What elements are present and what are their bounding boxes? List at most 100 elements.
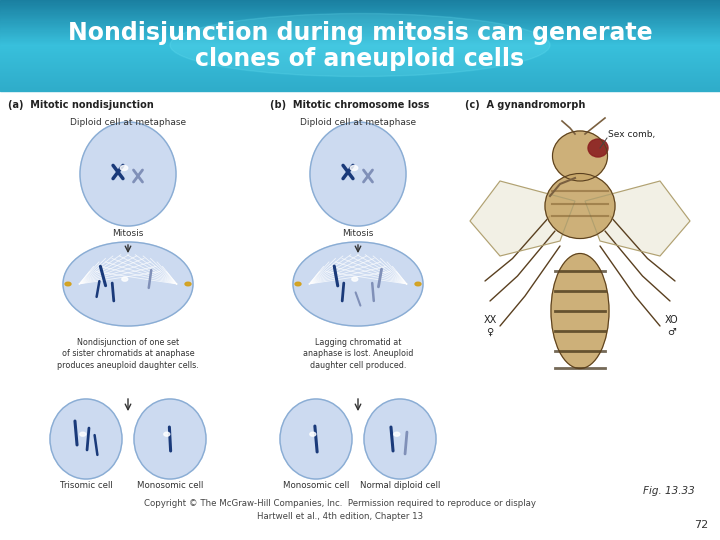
Ellipse shape — [280, 399, 352, 479]
Ellipse shape — [185, 282, 191, 286]
Bar — [0, 49, 720, 50]
Text: XO
♂: XO ♂ — [665, 315, 679, 337]
Bar — [0, 54, 720, 56]
Bar — [0, 17, 720, 18]
Bar — [0, 52, 720, 53]
Bar — [0, 35, 720, 37]
Text: (c)  A gynandromorph: (c) A gynandromorph — [465, 100, 585, 110]
Ellipse shape — [551, 253, 609, 368]
Text: Diploid cell at metaphase: Diploid cell at metaphase — [70, 118, 186, 127]
Polygon shape — [470, 181, 575, 256]
Text: Mitosis: Mitosis — [342, 230, 374, 239]
Ellipse shape — [164, 432, 170, 436]
Bar — [0, 39, 720, 41]
Bar — [0, 15, 720, 16]
Bar — [0, 53, 720, 55]
Text: Sex comb,: Sex comb, — [608, 130, 655, 138]
Bar — [0, 28, 720, 30]
Ellipse shape — [295, 282, 301, 286]
Bar — [0, 69, 720, 70]
Ellipse shape — [310, 122, 406, 226]
Bar — [0, 82, 720, 84]
Bar — [0, 10, 720, 12]
Ellipse shape — [80, 432, 86, 436]
Bar — [0, 80, 720, 82]
Bar — [0, 77, 720, 78]
Text: Monosomic cell: Monosomic cell — [137, 481, 203, 490]
Bar — [0, 45, 720, 46]
Bar — [0, 84, 720, 86]
Bar — [0, 89, 720, 91]
Bar — [0, 76, 720, 77]
Ellipse shape — [350, 165, 358, 171]
Bar — [0, 14, 720, 15]
Text: Fig. 13.33: Fig. 13.33 — [643, 486, 695, 496]
Bar — [0, 70, 720, 71]
Bar — [0, 16, 720, 17]
Bar — [0, 73, 720, 75]
Bar — [0, 83, 720, 85]
Bar — [0, 6, 720, 9]
Ellipse shape — [80, 122, 176, 226]
Text: Monosomic cell: Monosomic cell — [283, 481, 349, 490]
Ellipse shape — [122, 277, 128, 281]
Text: Copyright © The McGraw-Hill Companies, Inc.  Permission required to reproduce or: Copyright © The McGraw-Hill Companies, I… — [144, 500, 536, 521]
Text: Diploid cell at metaphase: Diploid cell at metaphase — [300, 118, 416, 127]
Bar — [0, 43, 720, 44]
Bar — [0, 56, 720, 58]
Ellipse shape — [50, 399, 122, 479]
Bar — [0, 29, 720, 31]
Bar — [0, 66, 720, 68]
Text: 72: 72 — [694, 520, 708, 530]
Ellipse shape — [588, 139, 608, 157]
Bar — [0, 78, 720, 79]
Bar — [0, 22, 720, 23]
Bar — [0, 1, 720, 3]
Ellipse shape — [134, 399, 206, 479]
Bar — [0, 64, 720, 66]
Bar — [0, 3, 720, 5]
Bar — [0, 42, 720, 43]
Bar — [0, 47, 720, 49]
Bar — [0, 23, 720, 24]
Ellipse shape — [65, 282, 71, 286]
Bar — [0, 50, 720, 51]
Bar — [0, 65, 720, 67]
Text: clones of aneuploid cells: clones of aneuploid cells — [195, 47, 525, 71]
Text: Normal diploid cell: Normal diploid cell — [360, 481, 440, 490]
Bar — [0, 2, 720, 4]
Bar — [0, 63, 720, 65]
Ellipse shape — [310, 432, 316, 436]
Ellipse shape — [293, 242, 423, 326]
Text: Lagging chromatid at
anaphase is lost. Aneuploid
daughter cell produced.: Lagging chromatid at anaphase is lost. A… — [303, 338, 413, 370]
Text: Nondisjunction of one set
of sister chromatids at anaphase
produces aneuploid da: Nondisjunction of one set of sister chro… — [57, 338, 199, 370]
Bar — [0, 79, 720, 80]
Bar — [0, 25, 720, 26]
Ellipse shape — [120, 165, 127, 171]
Bar — [0, 32, 720, 34]
Bar — [0, 74, 720, 76]
Ellipse shape — [545, 173, 615, 239]
Bar — [0, 55, 720, 57]
Bar — [0, 44, 720, 45]
Bar — [0, 87, 720, 90]
Text: (b)  Mitotic chromosome loss: (b) Mitotic chromosome loss — [270, 100, 429, 110]
Bar — [0, 26, 720, 28]
Bar — [0, 71, 720, 72]
Bar — [0, 20, 720, 22]
Ellipse shape — [63, 242, 193, 326]
Bar — [0, 30, 720, 32]
Bar — [0, 40, 720, 42]
Bar — [0, 85, 720, 87]
Bar — [0, 19, 720, 21]
Bar — [0, 81, 720, 83]
Bar — [0, 37, 720, 39]
Polygon shape — [585, 181, 690, 256]
Ellipse shape — [352, 277, 358, 281]
Bar — [0, 31, 720, 33]
Ellipse shape — [415, 282, 421, 286]
Bar — [0, 68, 720, 69]
Bar — [0, 0, 720, 2]
Bar — [0, 8, 720, 10]
Ellipse shape — [394, 432, 400, 436]
